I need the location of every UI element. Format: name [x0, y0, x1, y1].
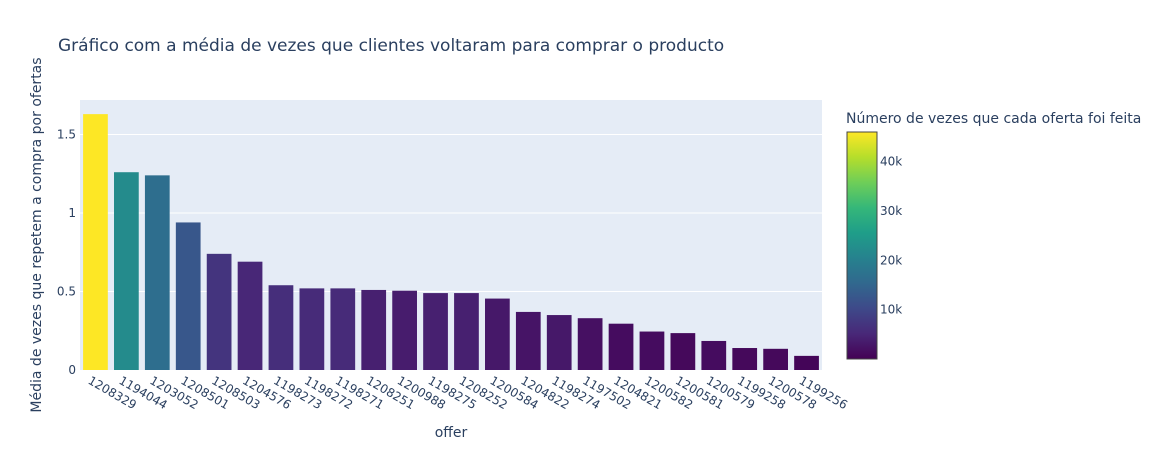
bar[interactable]: [83, 114, 108, 371]
bar[interactable]: [515, 311, 541, 370]
plot-area: [80, 100, 822, 370]
bar[interactable]: [670, 333, 696, 370]
y-tick-label: 1.5: [57, 128, 76, 142]
y-tick-label: 0.5: [57, 285, 76, 299]
bar[interactable]: [392, 290, 417, 370]
y-axis-ticks: 0 0.5 1 1.5: [57, 128, 76, 377]
colorbar-tick-label: 20k: [880, 253, 902, 267]
bar[interactable]: [763, 348, 788, 370]
bar[interactable]: [608, 323, 634, 370]
bar[interactable]: [175, 222, 201, 370]
y-axis-label: Média de vezes que repetem a compra por …: [29, 57, 45, 412]
bar[interactable]: [237, 261, 263, 370]
bar[interactable]: [701, 340, 727, 370]
bar[interactable]: [330, 288, 356, 370]
colorbar-tick-label: 40k: [880, 155, 902, 169]
bar[interactable]: [144, 175, 170, 370]
colorbar-ticks: 10k 20k 30k 40k: [880, 155, 902, 317]
bar[interactable]: [361, 289, 387, 370]
bar[interactable]: [794, 355, 819, 370]
chart-title: Gráfico com a média de vezes que cliente…: [58, 36, 724, 56]
y-tick-label: 0: [68, 363, 76, 377]
bar[interactable]: [546, 315, 572, 370]
grid-lines: [80, 134, 822, 293]
bar[interactable]: [299, 288, 325, 370]
bar[interactable]: [454, 293, 479, 370]
colorbar: [846, 131, 878, 360]
bars: [83, 114, 819, 371]
y-tick-label: 1: [68, 206, 76, 220]
bar[interactable]: [485, 298, 510, 370]
x-axis-label: offer: [435, 425, 468, 441]
colorbar-tick-label: 30k: [880, 204, 902, 218]
bar[interactable]: [577, 318, 603, 370]
bar[interactable]: [423, 293, 448, 370]
colorbar-title: Número de vezes que cada oferta foi feit…: [846, 111, 1141, 127]
bar[interactable]: [639, 331, 665, 370]
bar[interactable]: [268, 285, 294, 370]
bar[interactable]: [114, 172, 139, 370]
colorbar-tick-label: 10k: [880, 303, 902, 317]
bar[interactable]: [206, 253, 232, 370]
bar[interactable]: [732, 348, 758, 370]
